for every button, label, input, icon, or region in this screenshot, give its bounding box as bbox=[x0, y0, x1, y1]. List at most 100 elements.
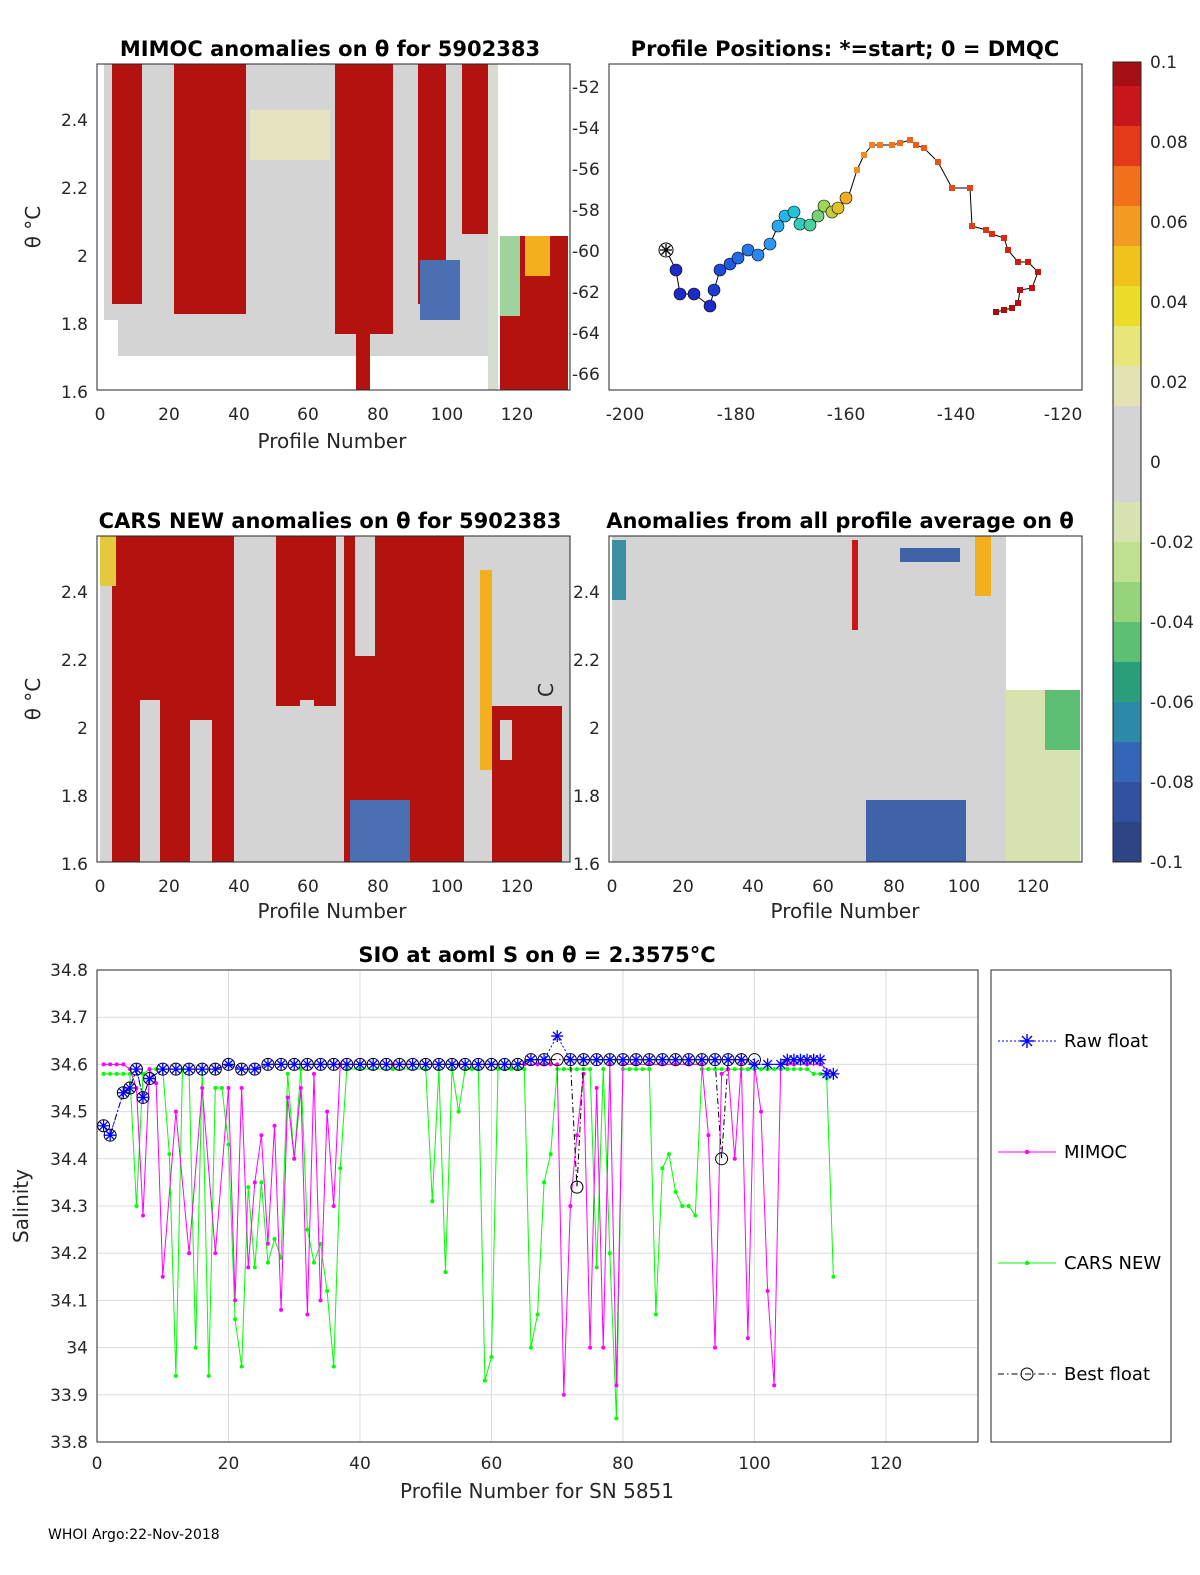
point-cars-new bbox=[680, 1204, 685, 1208]
svg-text:20: 20 bbox=[158, 877, 180, 897]
svg-text:-0.02: -0.02 bbox=[1150, 533, 1194, 553]
point-cars-new bbox=[311, 1260, 316, 1265]
point-raw-float bbox=[511, 1058, 524, 1071]
point-cars-new bbox=[627, 1067, 632, 1072]
point-cars-new bbox=[535, 1312, 540, 1317]
point-cars-new bbox=[719, 1067, 724, 1072]
point-mimoc bbox=[732, 1156, 737, 1161]
point-mimoc bbox=[601, 1345, 606, 1350]
point-cars-new bbox=[206, 1373, 211, 1378]
point-mimoc bbox=[160, 1274, 165, 1279]
point-cars-new bbox=[647, 1067, 652, 1072]
svg-text:2.4: 2.4 bbox=[573, 583, 600, 603]
svg-text:60: 60 bbox=[812, 877, 834, 897]
point-cars-new bbox=[265, 1260, 270, 1265]
point-cars-new bbox=[601, 1067, 606, 1072]
salinity-legend: Raw float MIMOC CARS NEW Best float bbox=[990, 969, 1172, 1443]
point-raw-float bbox=[722, 1053, 735, 1066]
point-cars-new bbox=[305, 1227, 310, 1232]
point-raw-float bbox=[709, 1053, 722, 1066]
point-mimoc bbox=[279, 1307, 284, 1312]
point-cars-new bbox=[666, 1152, 671, 1157]
legend-best-float: Best float bbox=[998, 1364, 1150, 1385]
svg-text:0: 0 bbox=[607, 877, 618, 897]
point-raw-float bbox=[301, 1058, 314, 1071]
x-tick-label: 40 bbox=[349, 1454, 371, 1474]
point-mimoc bbox=[141, 1213, 146, 1218]
svg-text:0.1: 0.1 bbox=[1150, 53, 1177, 73]
svg-text:-140: -140 bbox=[937, 405, 976, 425]
svg-text:-64: -64 bbox=[572, 324, 600, 344]
point-raw-float bbox=[590, 1053, 603, 1066]
point-raw-float bbox=[498, 1058, 511, 1071]
svg-text:2.2: 2.2 bbox=[61, 179, 88, 199]
svg-text:1.6: 1.6 bbox=[61, 855, 88, 875]
point-mimoc bbox=[233, 1298, 238, 1303]
point-raw-float bbox=[695, 1053, 708, 1066]
y-tick-label: 34.6 bbox=[50, 1055, 88, 1075]
point-raw-float bbox=[446, 1058, 459, 1071]
point-raw-float bbox=[183, 1063, 196, 1076]
svg-text:-60: -60 bbox=[572, 242, 600, 262]
svg-text:20: 20 bbox=[672, 877, 694, 897]
point-cars-new bbox=[542, 1180, 547, 1185]
point-cars-new bbox=[811, 1071, 816, 1076]
point-cars-new bbox=[482, 1378, 487, 1383]
point-cars-new bbox=[772, 1067, 777, 1072]
point-cars-new bbox=[574, 1067, 579, 1072]
point-mimoc bbox=[713, 1345, 718, 1350]
point-cars-new bbox=[456, 1109, 461, 1114]
point-raw-float bbox=[781, 1053, 794, 1066]
point-mimoc bbox=[298, 1086, 303, 1090]
svg-text:120: 120 bbox=[501, 405, 533, 425]
point-raw-float bbox=[564, 1053, 577, 1066]
svg-text:20: 20 bbox=[158, 405, 180, 425]
point-cars-new bbox=[594, 1265, 599, 1270]
point-raw-float bbox=[406, 1058, 419, 1071]
point-raw-float bbox=[196, 1063, 209, 1076]
positions-yticks: -52 -54 -56 -58 -60 -62 -64 -66 bbox=[572, 78, 600, 385]
point-cars-new bbox=[338, 1166, 343, 1171]
mimoc-panel: MIMOC anomalies on θ for 5902383 0 20 40… bbox=[21, 37, 571, 453]
point-raw-float bbox=[104, 1129, 117, 1142]
point-mimoc bbox=[226, 1086, 231, 1090]
cars-xlabel: Profile Number bbox=[258, 899, 408, 923]
point-mimoc bbox=[200, 1086, 205, 1090]
point-mimoc bbox=[581, 1071, 586, 1076]
svg-text:-56: -56 bbox=[572, 160, 600, 180]
point-mimoc bbox=[594, 1086, 599, 1090]
average-heatmap bbox=[612, 536, 1080, 862]
svg-text:100: 100 bbox=[431, 877, 463, 897]
point-raw-float bbox=[630, 1053, 643, 1066]
svg-text:MIMOC: MIMOC bbox=[1064, 1142, 1127, 1163]
point-raw-float bbox=[801, 1053, 814, 1066]
point-mimoc bbox=[574, 1133, 579, 1138]
svg-text:60: 60 bbox=[297, 877, 319, 897]
point-cars-new bbox=[298, 1067, 303, 1072]
legend-mimoc: MIMOC bbox=[998, 1142, 1127, 1163]
point-cars-new bbox=[469, 1067, 474, 1072]
point-cars-new bbox=[114, 1071, 119, 1076]
point-raw-float bbox=[459, 1058, 472, 1071]
point-raw-float bbox=[380, 1058, 393, 1071]
point-raw-float bbox=[761, 1058, 774, 1071]
point-mimoc bbox=[259, 1133, 264, 1138]
svg-text:1.6: 1.6 bbox=[573, 855, 600, 875]
point-cars-new bbox=[233, 1317, 238, 1322]
point-cars-new bbox=[732, 1067, 737, 1072]
point-mimoc bbox=[213, 1251, 218, 1256]
y-tick-label: 34.4 bbox=[50, 1150, 88, 1170]
svg-text:80: 80 bbox=[367, 405, 389, 425]
point-cars-new bbox=[193, 1345, 198, 1350]
y-tick-label: 33.9 bbox=[50, 1386, 88, 1406]
point-mimoc bbox=[331, 1204, 336, 1208]
positions-panel: Profile Positions: *=start; 0 = DMQC bbox=[572, 37, 1083, 425]
point-cars-new bbox=[548, 1152, 553, 1157]
point-raw-float bbox=[235, 1063, 248, 1076]
svg-text:0: 0 bbox=[95, 405, 106, 425]
point-cars-new bbox=[785, 1067, 790, 1072]
svg-text:-52: -52 bbox=[572, 78, 600, 98]
point-raw-float bbox=[393, 1058, 406, 1071]
point-cars-new bbox=[798, 1067, 803, 1072]
point-raw-float bbox=[156, 1063, 169, 1076]
